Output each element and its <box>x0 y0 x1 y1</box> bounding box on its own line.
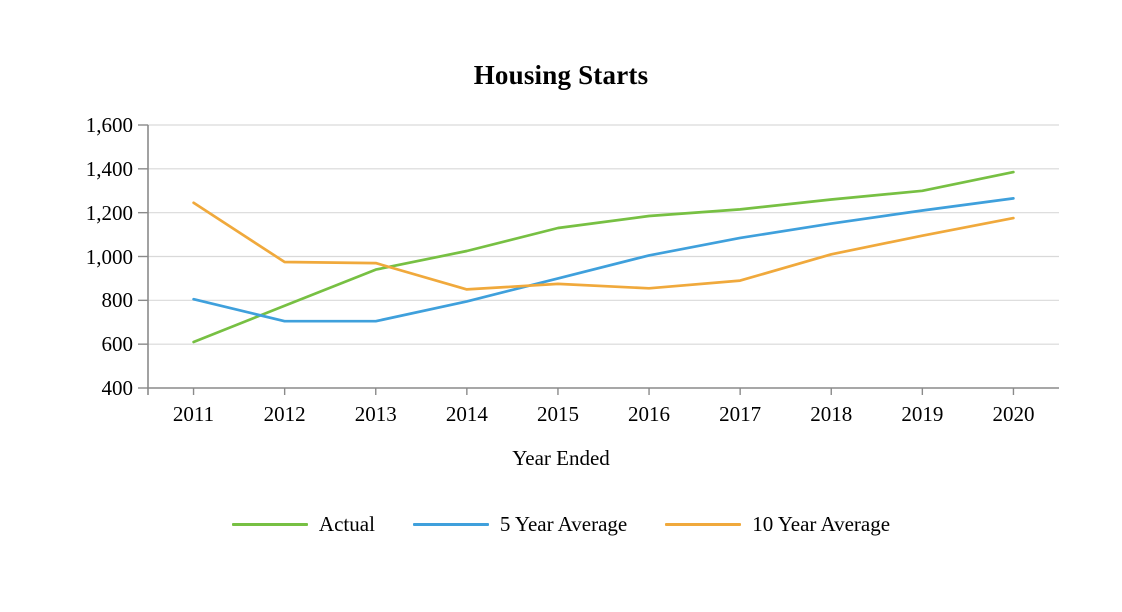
series-line-10-year-average <box>192 201 1015 291</box>
x-tick-label: 2019 <box>901 402 944 426</box>
x-tick-label: 2020 <box>992 402 1035 426</box>
x-tick-label: 2013 <box>354 402 397 426</box>
y-tick-label: 800 <box>101 288 134 313</box>
x-tick-label: 2014 <box>445 402 488 426</box>
legend-label: 10 Year Average <box>752 512 891 536</box>
legend-label: Actual <box>318 512 375 536</box>
x-tick-label: 2017 <box>719 402 762 426</box>
series-line-actual <box>192 170 1015 344</box>
legend-line-swatch-5-year-average <box>412 522 489 526</box>
legend-item-10-year-average: 10 Year Average <box>665 510 890 538</box>
y-tick-label: 1,400 <box>85 156 133 181</box>
legend-line-swatch-10-year-average <box>665 522 742 526</box>
x-tick-label: 2015 <box>536 402 579 426</box>
series-line-5-year-average <box>192 197 1015 323</box>
y-tick-label: 1,200 <box>85 200 133 225</box>
x-axis-title: Year Ended <box>512 446 610 470</box>
x-tick-label: 2012 <box>263 402 306 426</box>
x-tick-label: 2016 <box>628 402 671 426</box>
x-tick-label: 2011 <box>172 402 215 426</box>
legend-item-actual: Actual <box>231 510 375 538</box>
y-tick-label: 1,000 <box>85 244 133 269</box>
y-tick-label: 600 <box>101 332 134 357</box>
x-tick-label: 2018 <box>810 402 853 426</box>
legend-line-swatch-actual <box>231 522 308 526</box>
legend-item-5-year-average: 5 Year Average <box>412 510 628 538</box>
chart-title: Housing Starts <box>473 60 649 90</box>
y-tick-label: 1,600 <box>85 113 133 137</box>
legend: Actual 5 Year Average 10 Year Average <box>0 510 1122 538</box>
y-tick-label: 400 <box>101 376 134 400</box>
legend-label: 5 Year Average <box>499 512 628 536</box>
